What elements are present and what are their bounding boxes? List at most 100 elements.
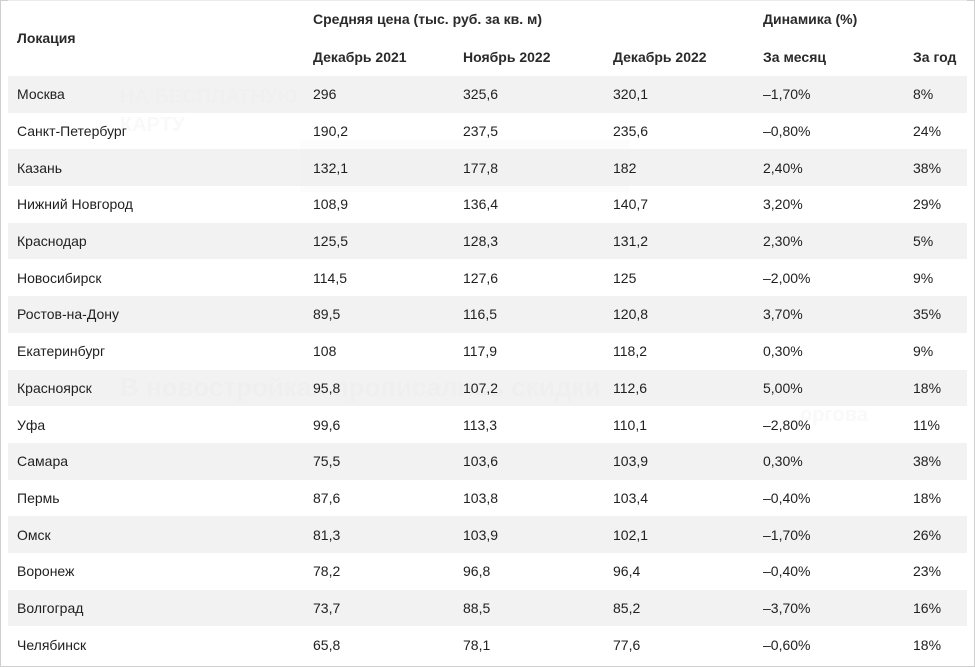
cell-dec-2022: 235,6: [604, 112, 754, 150]
cell-city: Казань: [8, 149, 304, 187]
table-row: Москва 296 325,6 320,1 –1,70% 8%: [8, 76, 967, 113]
cell-per-year: 23%: [904, 552, 967, 590]
cell-per-month: –3,70%: [754, 589, 904, 627]
table-row: Екатеринбург 108 117,9 118,2 0,30% 9%: [8, 332, 967, 370]
cell-dec-2021: 108,9: [304, 186, 454, 223]
cell-dec-2022: 96,4: [604, 552, 754, 590]
cell-nov-2022: 103,6: [454, 442, 604, 480]
cell-nov-2022: 107,2: [454, 369, 604, 407]
cell-dec-2021: 99,6: [304, 406, 454, 443]
cell-city: Нижний Новгород: [8, 186, 304, 223]
cell-city: Омск: [8, 516, 304, 553]
cell-nov-2022: 113,3: [454, 406, 604, 443]
cell-per-month: –1,70%: [754, 516, 904, 553]
table-body: Москва 296 325,6 320,1 –1,70% 8% Санкт-Петербу…: [8, 76, 967, 663]
cell-dec-2021: 78,2: [304, 552, 454, 590]
cell-per-month: –0,40%: [754, 552, 904, 590]
table-row: Санкт-Петербург 190,2 237,5 235,6 –0,80% 24%: [8, 112, 967, 150]
cell-per-year: 18%: [904, 626, 967, 663]
cell-city: Ростов-на-Дону: [8, 296, 304, 333]
header-dec-2022: Декабрь 2022: [604, 38, 754, 76]
cell-dec-2021: 89,5: [304, 296, 454, 333]
cell-city: Москва: [8, 76, 304, 113]
cell-nov-2022: 117,9: [454, 332, 604, 370]
cell-city: Пермь: [8, 479, 304, 517]
cell-dec-2022: 77,6: [604, 626, 754, 663]
cell-per-year: 18%: [904, 479, 967, 517]
cell-city: Самара: [8, 442, 304, 480]
cell-dec-2022: 103,9: [604, 442, 754, 480]
header-per-year: За год: [904, 38, 967, 76]
cell-nov-2022: 116,5: [454, 296, 604, 333]
header-per-month: За месяц: [754, 38, 904, 76]
cell-dec-2021: 65,8: [304, 626, 454, 663]
cell-per-year: 35%: [904, 296, 967, 333]
cell-dec-2022: 102,1: [604, 516, 754, 553]
header-dec-2021: Декабрь 2021: [304, 38, 454, 76]
cell-dec-2021: 73,7: [304, 589, 454, 627]
cell-per-year: 38%: [904, 149, 967, 187]
cell-dec-2021: 296: [304, 76, 454, 113]
header-dynamics: Динамика (%): [754, 0, 967, 38]
cell-city: Санкт-Петербург: [8, 112, 304, 150]
cell-nov-2022: 128,3: [454, 222, 604, 260]
table-row: Пермь 87,6 103,8 103,4 –0,40% 18%: [8, 479, 967, 517]
table-header: Локация Средняя цена (тыс. руб. за кв. м…: [8, 0, 967, 76]
table-row: Ростов-на-Дону 89,5 116,5 120,8 3,70% 35%: [8, 296, 967, 333]
cell-city: Краснодар: [8, 222, 304, 260]
cell-per-month: –0,80%: [754, 112, 904, 150]
cell-nov-2022: 177,8: [454, 149, 604, 187]
cell-city: Челябинск: [8, 626, 304, 663]
cell-dec-2021: 81,3: [304, 516, 454, 553]
cell-per-month: 2,30%: [754, 222, 904, 260]
cell-dec-2022: 103,4: [604, 479, 754, 517]
cell-per-year: 11%: [904, 406, 967, 443]
cell-nov-2022: 325,6: [454, 76, 604, 113]
cell-dec-2022: 125: [604, 259, 754, 297]
cell-dec-2022: 110,1: [604, 406, 754, 443]
table-row: Волгоград 73,7 88,5 85,2 –3,70% 16%: [8, 589, 967, 627]
cell-per-month: 5,00%: [754, 369, 904, 407]
cell-per-year: 5%: [904, 222, 967, 260]
cell-dec-2022: 182: [604, 149, 754, 187]
cell-per-year: 18%: [904, 369, 967, 407]
cell-per-month: 0,30%: [754, 332, 904, 370]
header-avg-price: Средняя цена (тыс. руб. за кв. м): [304, 0, 754, 38]
cell-per-month: 3,20%: [754, 186, 904, 223]
cell-dec-2021: 75,5: [304, 442, 454, 480]
table-row: Челябинск 65,8 78,1 77,6 –0,60% 18%: [8, 626, 967, 663]
cell-per-month: –2,00%: [754, 259, 904, 297]
table-row: Уфа 99,6 113,3 110,1 –2,80% 11%: [8, 406, 967, 443]
cell-per-year: 29%: [904, 186, 967, 223]
cell-nov-2022: 127,6: [454, 259, 604, 297]
cell-nov-2022: 237,5: [454, 112, 604, 150]
cell-dec-2022: 85,2: [604, 589, 754, 627]
cell-per-month: 3,70%: [754, 296, 904, 333]
cell-city: Красноярск: [8, 369, 304, 407]
cell-city: Уфа: [8, 406, 304, 443]
cell-dec-2021: 190,2: [304, 112, 454, 150]
cell-dec-2022: 118,2: [604, 332, 754, 370]
cell-city: Новосибирск: [8, 259, 304, 297]
cell-city: Волгоград: [8, 589, 304, 627]
cell-per-month: 2,40%: [754, 149, 904, 187]
cell-per-year: 9%: [904, 332, 967, 370]
cell-nov-2022: 103,9: [454, 516, 604, 553]
table-row: Красноярск 95,8 107,2 112,6 5,00% 18%: [8, 369, 967, 407]
cell-nov-2022: 96,8: [454, 552, 604, 590]
cell-dec-2021: 125,5: [304, 222, 454, 260]
cell-per-month: –1,70%: [754, 76, 904, 113]
cell-dec-2022: 112,6: [604, 369, 754, 407]
cell-per-year: 24%: [904, 112, 967, 150]
cell-dec-2022: 320,1: [604, 76, 754, 113]
cell-per-year: 26%: [904, 516, 967, 553]
cell-city: Екатеринбург: [8, 332, 304, 370]
table-row: Краснодар 125,5 128,3 131,2 2,30% 5%: [8, 222, 967, 260]
cell-per-month: –2,80%: [754, 406, 904, 443]
cell-dec-2021: 108: [304, 332, 454, 370]
table-row: Самара 75,5 103,6 103,9 0,30% 38%: [8, 442, 967, 480]
price-table: Локация Средняя цена (тыс. руб. за кв. м…: [8, 0, 967, 663]
cell-city: Воронеж: [8, 552, 304, 590]
table-row: Нижний Новгород 108,9 136,4 140,7 3,20% 29%: [8, 186, 967, 223]
cell-dec-2021: 87,6: [304, 479, 454, 517]
